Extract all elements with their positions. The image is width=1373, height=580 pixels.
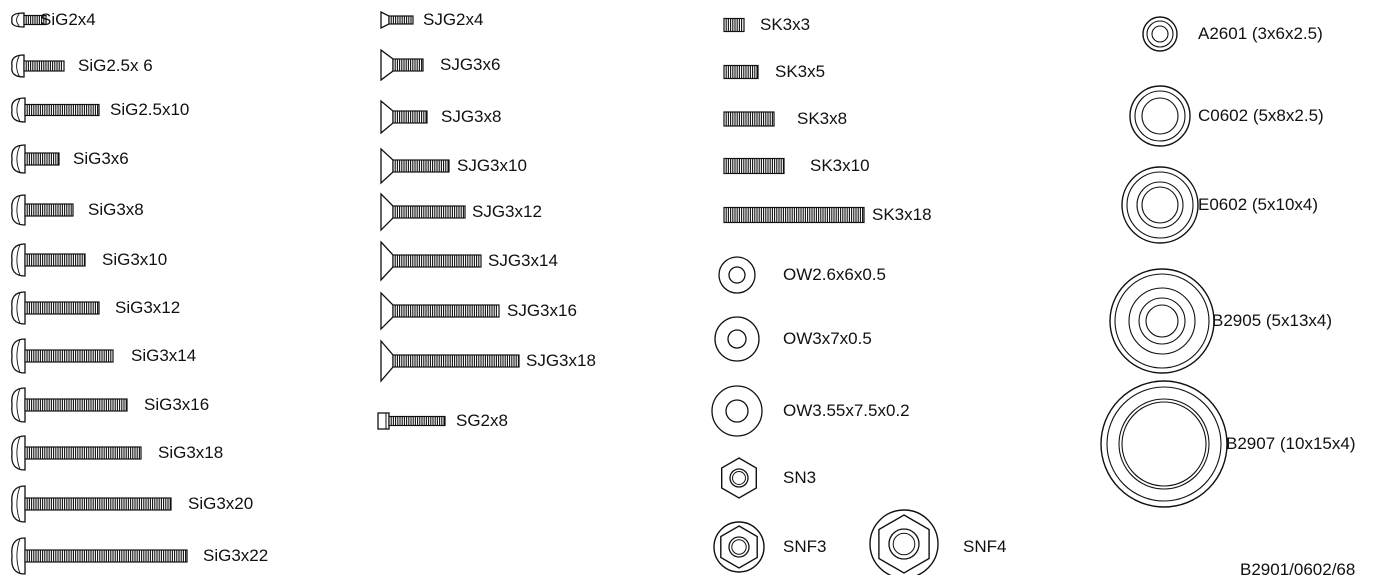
label-sk3x3: SK3x3 <box>760 15 811 34</box>
label-snf4: SNF4 <box>963 537 1007 556</box>
label-ow2-6x6x0-5: OW2.6x6x0.5 <box>783 265 886 284</box>
nut-snf3 <box>713 521 765 573</box>
washer-ow2-6 <box>718 256 756 294</box>
flat-head-screw-8 <box>380 339 520 383</box>
bearing-e0602 <box>1121 166 1199 244</box>
label-sig2-5x10: SiG2.5x10 <box>110 100 190 119</box>
label-sn3: SN3 <box>783 468 817 487</box>
button-head-screw-7 <box>11 291 100 325</box>
flat-head-screw-6 <box>380 240 482 282</box>
label-c0602: C0602 (5x8x2.5) <box>1198 106 1324 125</box>
label-sjg3x10: SJG3x10 <box>457 156 527 175</box>
label-sg2x8: SG2x8 <box>456 411 508 430</box>
label-sig2-5x6: SiG2.5x 6 <box>78 56 153 75</box>
label-sjg3x6: SJG3x6 <box>440 55 501 74</box>
button-head-screw-2 <box>11 54 65 78</box>
flat-head-screw-7 <box>380 291 500 331</box>
label-sig3x22: SiG3x22 <box>203 546 269 565</box>
washer-ow3 <box>714 316 760 362</box>
label-sig3x20: SiG3x20 <box>188 494 254 513</box>
button-head-screw-3 <box>11 97 100 123</box>
button-head-screw-1 <box>11 12 47 28</box>
button-head-screw-10 <box>11 435 142 471</box>
label-sig2x4: SiG2x4 <box>40 10 96 29</box>
label-sjg3x18: SJG3x18 <box>526 351 596 370</box>
label-sk3x10: SK3x10 <box>810 156 870 175</box>
label-b2905: B2905 (5x13x4) <box>1212 311 1333 330</box>
label-sig3x6: SiG3x6 <box>73 149 129 168</box>
label-sig3x18: SiG3x18 <box>158 443 224 462</box>
label-e0602: E0602 (5x10x4) <box>1198 195 1319 214</box>
set-screw-5 <box>723 206 865 224</box>
label-sjg2x4: SJG2x4 <box>423 10 484 29</box>
bearing-b2905 <box>1109 268 1215 374</box>
label-ow3x7x0-5: OW3x7x0.5 <box>783 329 872 348</box>
button-head-screw-12 <box>11 537 188 575</box>
nut-snf4 <box>869 509 939 575</box>
label-sk3x8: SK3x8 <box>797 109 848 128</box>
washer-ow3-55 <box>711 385 763 437</box>
set-screw-2 <box>723 64 759 80</box>
label-footer-code: B2901/0602/68 <box>1240 560 1356 579</box>
label-snf3: SNF3 <box>783 537 827 556</box>
label-sjg3x12: SJG3x12 <box>472 202 542 221</box>
label-ow3-55x7-5x0-2: OW3.55x7.5x0.2 <box>783 401 910 420</box>
bearing-b2907 <box>1100 380 1228 508</box>
flat-head-screw-2 <box>380 48 424 82</box>
button-head-screw-6 <box>11 243 86 277</box>
set-screw-1 <box>723 17 745 33</box>
label-sig3x16: SiG3x16 <box>144 395 210 414</box>
button-head-screw-11 <box>11 485 172 523</box>
label-a2601: A2601 (3x6x2.5) <box>1198 24 1323 43</box>
label-b2907: B2907 (10x15x4) <box>1226 434 1356 453</box>
label-sk3x5: SK3x5 <box>775 62 826 81</box>
button-head-screw-5 <box>11 194 74 226</box>
label-sig3x8: SiG3x8 <box>88 200 144 219</box>
label-sjg3x16: SJG3x16 <box>507 301 577 320</box>
bearing-c0602 <box>1129 85 1191 147</box>
label-sjg3x8: SJG3x8 <box>441 107 502 126</box>
bearing-a2601 <box>1142 16 1178 52</box>
nut-sn3 <box>721 457 757 499</box>
label-sig3x10: SiG3x10 <box>102 250 168 269</box>
flat-head-screw-1 <box>380 10 414 30</box>
button-head-screw-4 <box>11 144 60 174</box>
flat-head-screw-5 <box>380 192 466 232</box>
flat-head-screw-3 <box>380 99 428 135</box>
set-screw-4 <box>723 157 785 175</box>
label-sk3x18: SK3x18 <box>872 205 932 224</box>
button-head-screw-8 <box>11 338 114 374</box>
cap-screw-sg2x8 <box>377 412 446 430</box>
button-head-screw-9 <box>11 387 128 423</box>
flat-head-screw-4 <box>380 147 450 185</box>
label-sig3x12: SiG3x12 <box>115 298 181 317</box>
label-sig3x14: SiG3x14 <box>131 346 197 365</box>
set-screw-3 <box>723 111 775 127</box>
label-sjg3x14: SJG3x14 <box>488 251 558 270</box>
